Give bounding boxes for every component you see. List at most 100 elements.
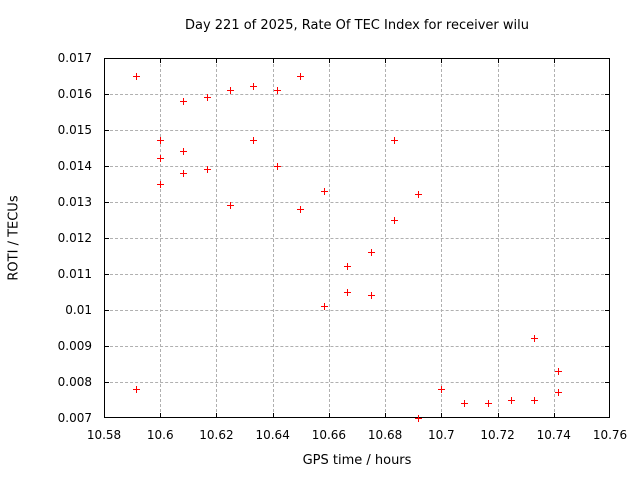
x-tick-label: 10.76 [592,428,628,442]
x-tick-mark [328,413,330,418]
chart-title: Day 221 of 2025, Rate Of TEC Index for r… [184,18,529,33]
x-tick-label: 10.72 [480,428,515,442]
y-tick-label: 0.008 [57,375,92,389]
x-tick-label: 10.58 [86,428,122,442]
data-point-plus-marker [414,191,422,199]
data-point-plus-marker [344,263,352,271]
data-point-plus-marker [367,248,375,256]
y-tick-mark [104,310,109,311]
x-tick-mark [160,413,162,418]
y-tick-mark [605,310,610,311]
x-tick-mark [160,58,162,63]
y-tick-mark [605,130,610,131]
data-point-plus-marker [390,216,398,224]
data-point-plus-marker [250,137,258,145]
x-tick-mark [385,413,387,418]
x-axis-label: GPS time / hours [302,453,412,468]
data-point-plus-marker [227,202,234,210]
data-point-plus-marker [320,187,328,195]
gridline-horizontal [105,166,609,167]
y-tick-mark [104,94,109,95]
y-tick-mark [605,274,610,275]
x-tick-label: 10.62 [199,428,234,442]
y-tick-label: 0.014 [57,159,92,173]
y-tick-label: 0.016 [57,87,92,101]
data-point-plus-marker [297,205,305,213]
gridline-horizontal [105,202,609,203]
y-tick-mark [104,346,109,347]
y-tick-mark [104,238,109,239]
x-tick-label: 10.74 [536,428,571,442]
data-point-plus-marker [555,367,563,375]
x-tick-label: 10.7 [427,428,455,442]
x-tick-label: 10.66 [311,428,347,442]
data-point-plus-marker [156,155,164,163]
y-tick-label: 0.007 [57,411,92,425]
plot-area [104,58,610,422]
y-tick-mark [104,166,109,167]
data-point-plus-marker [508,396,516,404]
x-tick-mark [385,58,387,63]
y-tick-mark [605,382,610,383]
data-point-plus-marker [180,169,188,177]
x-tick-mark [216,413,218,418]
y-tick-label: 0.015 [57,123,92,137]
x-tick-mark [553,58,555,63]
y-tick-mark [104,130,109,131]
y-tick-mark [605,94,610,95]
data-point-plus-marker [414,414,422,422]
y-tick-label: 0.011 [57,267,92,281]
y-tick-label: 0.01 [65,303,92,317]
y-tick-label: 0.013 [57,195,92,209]
y-tick-label: 0.009 [57,339,92,353]
data-point-plus-marker [156,180,164,188]
data-point-plus-marker [461,400,469,408]
x-tick-mark [216,58,218,63]
y-tick-mark [605,166,610,167]
y-axis-label: ROTI / TECUs [6,195,22,281]
data-point-plus-marker [390,137,398,145]
x-tick-mark [497,413,499,418]
data-point-plus-marker [367,292,375,300]
y-tick-label: 0.012 [57,231,92,245]
data-point-plus-marker [531,396,539,404]
data-point-plus-marker [156,137,164,145]
y-tick-mark [104,202,109,203]
gridline-horizontal [105,346,609,347]
gridline-horizontal [105,130,609,131]
data-point-plus-marker [531,335,539,343]
y-tick-mark [104,382,109,383]
data-point-plus-marker [297,72,305,80]
data-point-plus-marker [227,86,234,94]
data-point-plus-marker [320,302,328,310]
data-point-plus-marker [180,148,188,156]
y-tick-mark [605,238,610,239]
data-point-plus-marker [344,288,352,296]
gridline-horizontal [105,94,609,95]
data-point-plus-marker [250,83,258,91]
gridline-horizontal [105,238,609,239]
data-point-plus-marker [203,166,211,174]
y-tick-mark [104,274,109,275]
data-point-plus-marker [133,72,141,80]
y-tick-label: 0.017 [57,51,92,65]
x-tick-mark [272,413,274,418]
gridline-horizontal [105,274,609,275]
y-tick-mark [605,346,610,347]
x-tick-label: 10.68 [367,428,403,442]
x-tick-mark [553,413,555,418]
data-point-plus-marker [133,385,141,393]
data-point-plus-marker [555,389,563,397]
data-point-plus-marker [484,400,492,408]
y-tick-mark [605,202,610,203]
data-point-plus-marker [437,385,445,393]
x-tick-mark [441,58,443,63]
x-tick-mark [272,58,274,63]
x-tick-label: 10.64 [255,428,290,442]
x-tick-mark [328,58,330,63]
data-point-plus-marker [180,97,188,105]
x-tick-mark [497,58,499,63]
x-tick-label: 10.6 [146,428,174,442]
data-point-plus-marker [203,94,211,102]
